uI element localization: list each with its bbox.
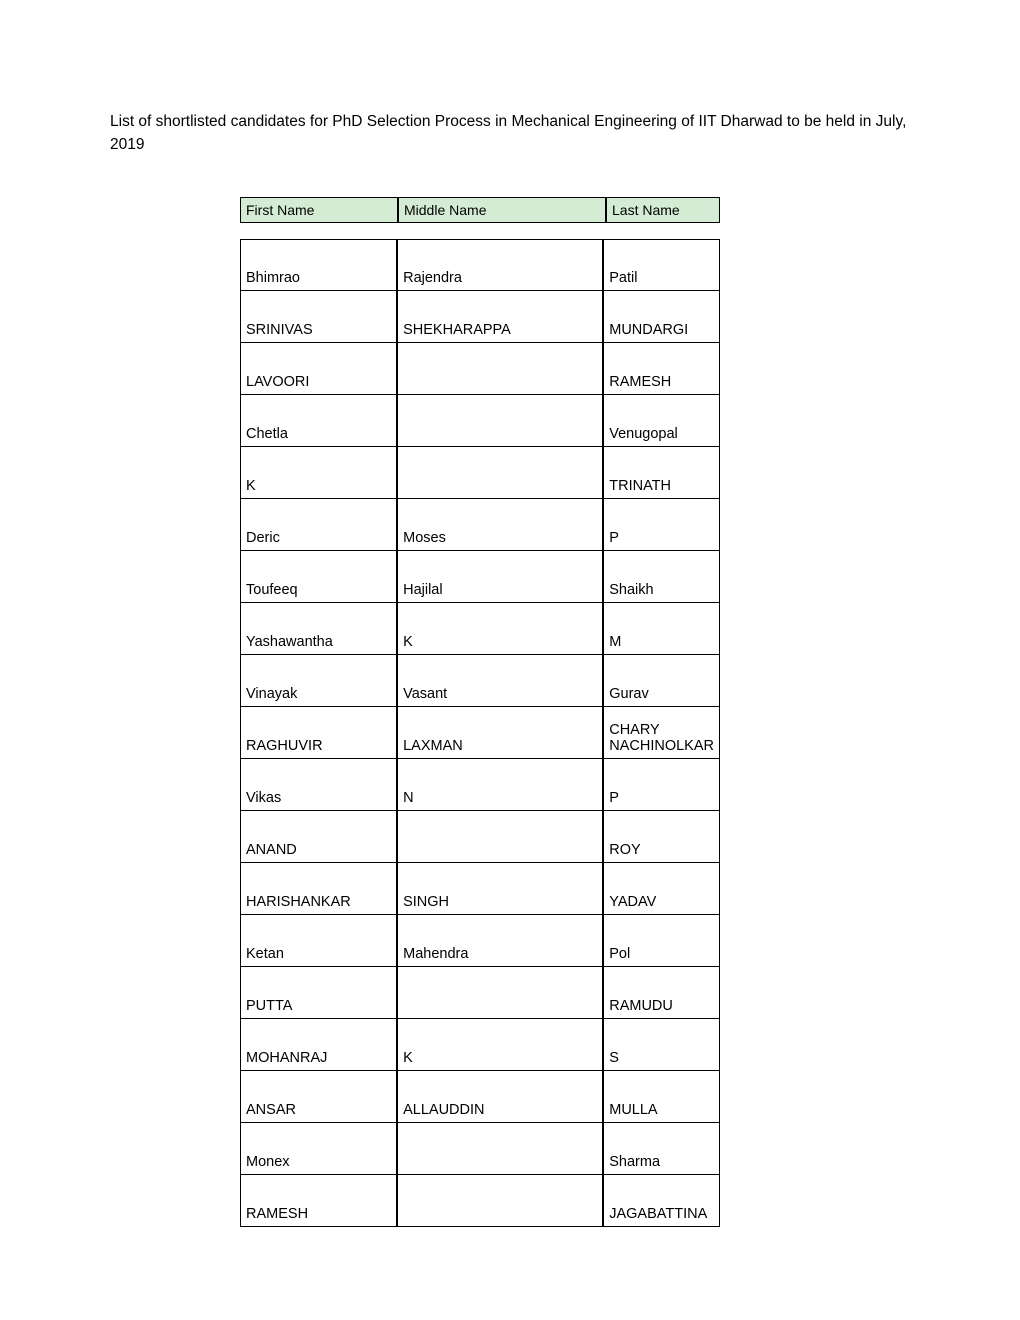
table-row: Chetla Venugopal (240, 395, 720, 447)
cell-first-name: ANAND (240, 811, 397, 863)
cell-middle-name: N (397, 759, 603, 811)
page-title: List of shortlisted candidates for PhD S… (110, 110, 910, 157)
cell-last-name: P (603, 759, 720, 811)
cell-first-name: Bhimrao (240, 239, 397, 291)
cell-middle-name: K (397, 603, 603, 655)
table-row: VikasNP (240, 759, 720, 811)
cell-last-name: YADAV (603, 863, 720, 915)
cell-last-name: Venugopal (603, 395, 720, 447)
table-row: DericMosesP (240, 499, 720, 551)
cell-middle-name: K (397, 1019, 603, 1071)
cell-middle-name: Moses (397, 499, 603, 551)
cell-first-name: Vinayak (240, 655, 397, 707)
table-row: ToufeeqHajilalShaikh (240, 551, 720, 603)
table-container: First Name Middle Name Last Name Bhimrao… (240, 197, 720, 1227)
cell-middle-name: SHEKHARAPPA (397, 291, 603, 343)
table-row: BhimraoRajendraPatil (240, 239, 720, 291)
cell-middle-name (397, 1123, 603, 1175)
cell-last-name: Sharma (603, 1123, 720, 1175)
cell-middle-name (397, 395, 603, 447)
cell-first-name: HARISHANKAR (240, 863, 397, 915)
cell-first-name: Vikas (240, 759, 397, 811)
table-row: HARISHANKARSINGHYADAV (240, 863, 720, 915)
table-row: ANAND ROY (240, 811, 720, 863)
cell-first-name: Deric (240, 499, 397, 551)
cell-last-name: S (603, 1019, 720, 1071)
cell-middle-name (397, 1175, 603, 1227)
cell-first-name: Monex (240, 1123, 397, 1175)
cell-first-name: RAGHUVIR (240, 707, 397, 759)
header-middle-name: Middle Name (398, 197, 606, 223)
cell-first-name: MOHANRAJ (240, 1019, 397, 1071)
header-row: First Name Middle Name Last Name (240, 197, 720, 223)
table-row: MOHANRAJKS (240, 1019, 720, 1071)
cell-first-name: ANSAR (240, 1071, 397, 1123)
table-row: SRINIVASSHEKHARAPPAMUNDARGI (240, 291, 720, 343)
cell-last-name: MULLA (603, 1071, 720, 1123)
table-row: RAGHUVIRLAXMANCHARY NACHINOLKAR (240, 707, 720, 759)
cell-last-name: Shaikh (603, 551, 720, 603)
cell-last-name: Patil (603, 239, 720, 291)
cell-middle-name: Hajilal (397, 551, 603, 603)
cell-last-name: CHARY NACHINOLKAR (603, 707, 720, 759)
cell-last-name: TRINATH (603, 447, 720, 499)
table-row: VinayakVasantGurav (240, 655, 720, 707)
cell-first-name: SRINIVAS (240, 291, 397, 343)
cell-last-name: Pol (603, 915, 720, 967)
cell-middle-name: SINGH (397, 863, 603, 915)
cell-first-name: Chetla (240, 395, 397, 447)
cell-first-name: Ketan (240, 915, 397, 967)
table-row: YashawanthaKM (240, 603, 720, 655)
cell-last-name: Gurav (603, 655, 720, 707)
table-row: K TRINATH (240, 447, 720, 499)
cell-middle-name: Mahendra (397, 915, 603, 967)
cell-first-name: Toufeeq (240, 551, 397, 603)
cell-first-name: LAVOORI (240, 343, 397, 395)
table-row: PUTTA RAMUDU (240, 967, 720, 1019)
cell-first-name: K (240, 447, 397, 499)
cell-last-name: M (603, 603, 720, 655)
cell-first-name: RAMESH (240, 1175, 397, 1227)
cell-middle-name (397, 343, 603, 395)
header-table: First Name Middle Name Last Name (240, 197, 720, 223)
cell-middle-name: LAXMAN (397, 707, 603, 759)
cell-last-name: JAGABATTINA (603, 1175, 720, 1227)
table-row: KetanMahendraPol (240, 915, 720, 967)
cell-middle-name: Rajendra (397, 239, 603, 291)
table-row: LAVOORI RAMESH (240, 343, 720, 395)
cell-middle-name (397, 447, 603, 499)
header-last-name: Last Name (606, 197, 720, 223)
table-row: ANSARALLAUDDINMULLA (240, 1071, 720, 1123)
table-row: Monex Sharma (240, 1123, 720, 1175)
cell-middle-name: ALLAUDDIN (397, 1071, 603, 1123)
cell-last-name: MUNDARGI (603, 291, 720, 343)
data-table: BhimraoRajendraPatilSRINIVASSHEKHARAPPAM… (240, 239, 720, 1227)
cell-first-name: Yashawantha (240, 603, 397, 655)
header-first-name: First Name (240, 197, 398, 223)
cell-first-name: PUTTA (240, 967, 397, 1019)
cell-last-name: RAMESH (603, 343, 720, 395)
table-row: RAMESH JAGABATTINA (240, 1175, 720, 1227)
cell-last-name: RAMUDU (603, 967, 720, 1019)
cell-last-name: ROY (603, 811, 720, 863)
cell-last-name: P (603, 499, 720, 551)
cell-middle-name: Vasant (397, 655, 603, 707)
cell-middle-name (397, 811, 603, 863)
cell-middle-name (397, 967, 603, 1019)
